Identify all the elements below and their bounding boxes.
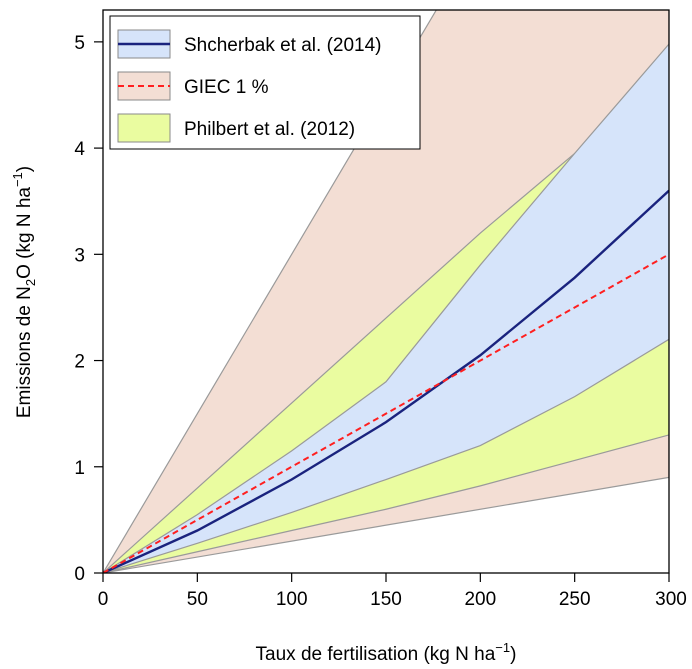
x-axis: 0 50 100 150 200 250 300 — [98, 573, 687, 610]
line-shcherbak-et-al-2014 — [103, 189, 669, 573]
x-tick-label-50: 50 — [187, 589, 208, 610]
y-axis-label-mid: O (kg N ha — [14, 187, 35, 279]
lines-layer — [103, 189, 669, 573]
y-tick-label-0: 0 — [74, 564, 85, 585]
band-shcherbak-et-al-2014 — [103, 43, 669, 573]
bands-layer — [103, 10, 669, 573]
y-tick-label-1: 1 — [74, 458, 85, 479]
x-axis-label-main: Taux de fertilisation (kg N ha — [256, 644, 496, 665]
dashed-line-giec-1 — [103, 253, 669, 573]
legend-label-philbert-et-al-2012: Philbert et al. (2012) — [184, 119, 355, 140]
y-axis-label-sup: −1 — [10, 172, 25, 187]
y-tick-label-3: 3 — [74, 245, 85, 266]
legend-label-shcherbak-et-al-2014: Shcherbak et al. (2014) — [184, 35, 382, 56]
legend: Shcherbak et al. (2014) GIEC 1 % Philbert … — [109, 15, 421, 150]
x-tick-label-250: 250 — [559, 589, 591, 610]
x-tick-label-150: 150 — [370, 589, 402, 610]
y-tick-label-2: 2 — [74, 352, 85, 373]
legend-label-giec-1: GIEC 1 % — [184, 77, 269, 98]
y-axis-label: Emissions de N2O (kg N ha−1) — [10, 166, 38, 418]
band-philbert-et-al-2012 — [103, 75, 669, 573]
y-tick-label-4: 4 — [74, 139, 85, 160]
y-axis-label-main: Emissions de N — [14, 286, 35, 418]
x-tick-label-0: 0 — [98, 589, 109, 610]
y-axis-label-end: ) — [14, 166, 35, 172]
x-axis-label-sup: −1 — [495, 640, 510, 655]
y-axis-label-sub: 2 — [23, 279, 38, 286]
y-tick-label-5: 5 — [74, 33, 85, 54]
x-tick-label-200: 200 — [464, 589, 496, 610]
legend-swatch-philbert-et-al-2012 — [117, 113, 171, 143]
x-axis-label: Taux de fertilisation (kg N ha−1) — [256, 640, 517, 665]
x-tick-label-100: 100 — [276, 589, 308, 610]
x-tick-label-300: 300 — [655, 589, 687, 610]
y-axis: 0 1 2 3 4 5 — [74, 33, 103, 585]
x-axis-label-end: ) — [510, 644, 516, 665]
